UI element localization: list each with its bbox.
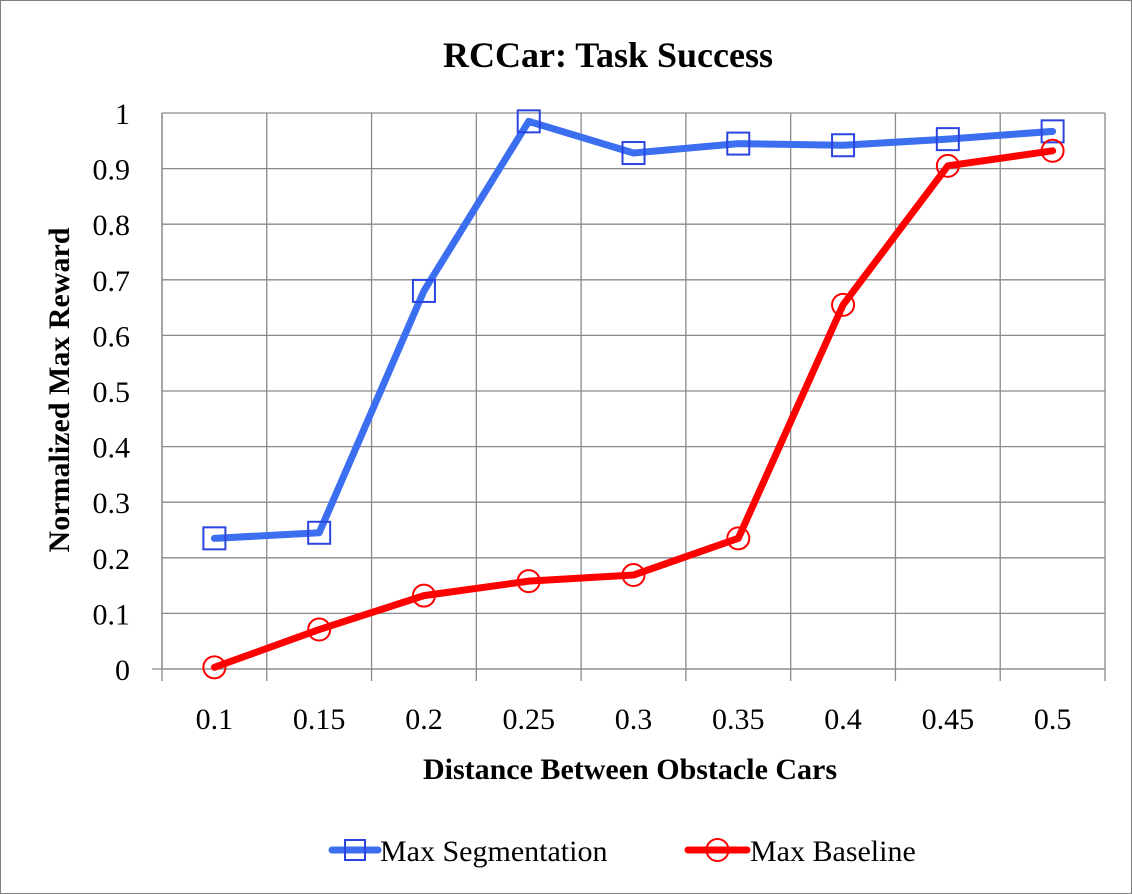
series-line [210,147,1057,671]
x-axis-label: Distance Between Obstacle Cars [423,753,837,786]
legend-item: Max Baseline [684,835,916,868]
y-tick-label: 0.5 [93,376,131,409]
x-tick-label: 0.3 [615,703,653,736]
data-point [307,617,332,642]
x-tick-label: 0.2 [405,703,443,736]
x-tick-label: 0.1 [196,703,234,736]
x-tick-label: 0.15 [293,703,346,736]
data-point [621,141,646,166]
x-tick-label: 0.35 [712,703,765,736]
tick-labels: 0 0.1 0.2 0.3 0.4 0.5 0.6 0.7 0.8 0.9 1 0.1 0.15 0.2 0… [93,98,1072,736]
y-axis-label: Normalized Max Reward [43,227,76,552]
series-max-segmentation [202,109,1065,551]
series-layer [202,109,1065,680]
data-point [726,526,751,551]
x-tick-label: 0.45 [922,703,975,736]
data-point [202,655,227,680]
data-point [411,583,436,608]
y-tick-label: 0.9 [93,154,131,187]
y-tick-label: 0.2 [93,543,131,576]
legend: Max Segmentation Max Baseline [328,835,916,868]
legend-item: Max Segmentation [328,835,607,868]
data-point [516,569,541,594]
y-tick-label: 0.6 [93,320,131,353]
grid [152,112,1106,681]
data-point [831,292,856,317]
series-line [210,117,1057,542]
y-tick-label: 0.4 [93,432,131,465]
data-point [1040,138,1065,163]
y-tick-label: 0.3 [93,487,131,520]
data-point [935,127,960,152]
y-tick-label: 0.1 [93,598,131,631]
legend-label: Max Segmentation [380,835,607,868]
y-tick-label: 0.8 [93,209,131,242]
data-point [1040,119,1065,144]
data-point [935,153,960,178]
x-tick-label: 0.4 [824,703,862,736]
y-tick-label: 0 [115,654,130,687]
x-tick-label: 0.25 [502,703,555,736]
y-tick-label: 1 [115,98,130,131]
legend-marker [705,838,730,862]
data-point [307,520,332,545]
y-tick-label: 0.7 [93,265,131,298]
data-point [621,563,646,588]
legend-marker [344,839,366,861]
chart-title: RCCar: Task Success [443,35,773,75]
data-point [726,131,751,156]
data-point [831,133,856,158]
data-point [516,109,541,134]
series-max-baseline [202,138,1065,680]
x-tick-label: 0.5 [1034,703,1072,736]
data-point [202,526,227,551]
data-point [411,278,436,303]
legend-label: Max Baseline [750,835,916,868]
